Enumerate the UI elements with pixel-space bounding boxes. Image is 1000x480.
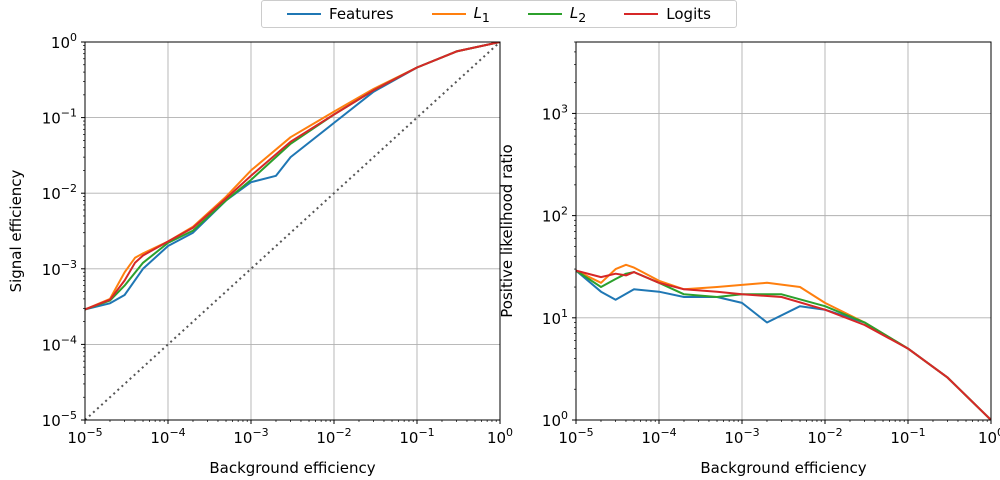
x-tick-label: 10−3 — [724, 426, 759, 447]
efficiency-chart: 10−5 10−4 10−3 10−2 10−1 100 10−5 10−4 10−3 10−2 1… — [7, 31, 513, 477]
legend-swatch-features — [287, 13, 322, 15]
x-tick-label: 10−3 — [233, 426, 268, 447]
x-tick-label: 100 — [978, 426, 1000, 447]
plot-area — [576, 263, 991, 420]
series-line-logits — [576, 269, 991, 420]
legend-swatch-l2 — [527, 13, 562, 15]
x-axis-label: Background efficiency — [700, 459, 866, 477]
legend-item-logits: Logits — [624, 5, 711, 23]
x-tick-label: 10−2 — [807, 426, 842, 447]
series-line-l-2 — [576, 269, 991, 420]
x-tick-label: 100 — [487, 426, 513, 447]
series-line-l-1 — [85, 42, 500, 311]
legend-item-features: Features — [287, 5, 394, 23]
y-tick-label: 101 — [542, 307, 568, 328]
y-tick-label: 103 — [542, 102, 568, 123]
series-line-l-1 — [576, 263, 991, 420]
axes-frame — [84, 41, 501, 421]
x-tick-label: 10−2 — [316, 426, 351, 447]
legend-swatch-l1 — [431, 13, 466, 15]
y-tick-label: 102 — [542, 205, 568, 226]
y-tick-label: 100 — [542, 409, 568, 430]
x-tick-label: 10−5 — [558, 426, 593, 447]
y-axis-label: Positive likelihood ratio — [498, 144, 516, 317]
series-line-l-2 — [85, 42, 500, 311]
series-line-features — [576, 269, 991, 420]
legend-item-l2: L2 — [527, 3, 587, 25]
x-tick-label: 10−4 — [641, 426, 676, 447]
series-line-features — [85, 42, 500, 311]
x-axis-label: Background efficiency — [209, 459, 375, 477]
legend-label-l1: L1 — [473, 3, 490, 25]
y-axis-label: Signal efficiency — [7, 169, 25, 292]
x-tick-label: 10−1 — [890, 426, 925, 447]
x-tick-label: 10−5 — [67, 426, 102, 447]
y-tick-label: 10−1 — [42, 107, 77, 128]
y-tick-label: 10−4 — [42, 333, 77, 354]
x-tick-label: 10−4 — [150, 426, 185, 447]
legend-label-features: Features — [329, 5, 394, 23]
axes-frame — [575, 41, 992, 421]
legend-swatch-logits — [624, 13, 659, 15]
y-tick-label: 10−2 — [42, 182, 77, 203]
x-tick-label: 10−1 — [399, 426, 434, 447]
likelihood-ratio-chart: 10−5 10−4 10−3 10−2 10−1 100 100 101 102 103 Backg… — [498, 41, 1000, 477]
legend-label-logits: Logits — [666, 5, 711, 23]
legend-item-l1: L1 — [431, 3, 490, 25]
y-tick-label: 10−3 — [42, 258, 77, 279]
random-classifier-line — [85, 42, 500, 420]
legend-label-l2: L2 — [569, 3, 587, 25]
legend: Features L1 L2 Logits — [261, 0, 737, 28]
y-tick-label: 10−5 — [42, 409, 77, 430]
series-line-logits — [85, 42, 500, 311]
plot-area — [85, 42, 500, 420]
y-tick-label: 100 — [51, 31, 77, 52]
